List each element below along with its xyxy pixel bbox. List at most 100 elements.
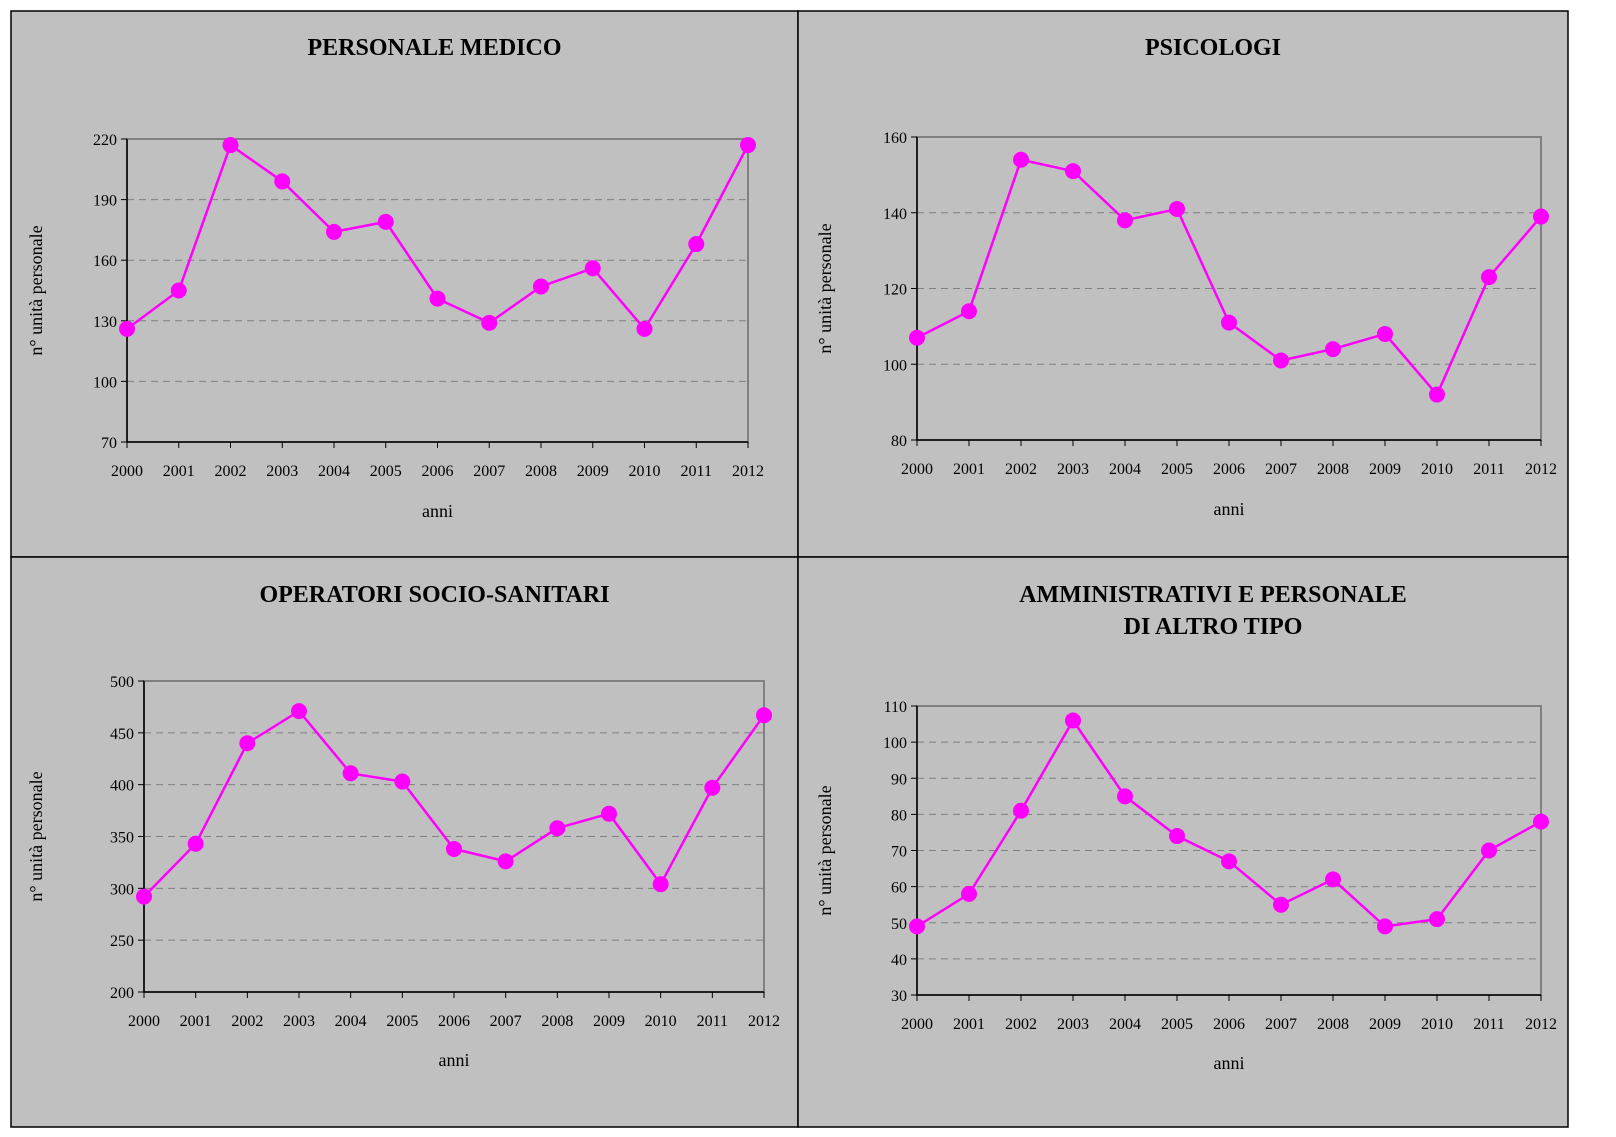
x-tick-label: 2002	[215, 463, 247, 480]
chart-4: AMMINISTRATIVI E PERSONALE DI ALTRO TIPO 3…	[815, 582, 1557, 1073]
y-tick-label: 250	[110, 933, 134, 950]
data-point	[909, 329, 925, 346]
y-tick-label: 160	[93, 253, 117, 270]
data-point	[1429, 911, 1445, 928]
y-tick-label: 130	[93, 314, 117, 331]
chart-title: PERSONALE MEDICO	[307, 35, 561, 61]
x-tick-label: 2009	[577, 463, 609, 480]
y-tick-label: 90	[891, 771, 907, 788]
chart-1: PERSONALE MEDICO 70 100 130 160 190 220 2000 200…	[26, 35, 764, 521]
x-tick-label: 2004	[335, 1013, 367, 1030]
x-tick-label: 2010	[1421, 1016, 1453, 1033]
x-tick-label: 2005	[386, 1013, 418, 1030]
x-tick-label: 2003	[283, 1013, 315, 1030]
x-tick-label: 2002	[1005, 461, 1037, 478]
data-point	[549, 820, 566, 837]
y-tick-label: 300	[110, 881, 134, 898]
data-point	[1117, 788, 1133, 805]
x-tick-label: 2012	[1525, 1016, 1557, 1033]
data-point	[1013, 802, 1029, 819]
data-point	[119, 320, 135, 337]
data-point	[533, 278, 549, 295]
x-tick-label: 2001	[953, 461, 985, 478]
data-point	[756, 707, 772, 724]
data-point	[429, 290, 446, 307]
x-tick-label: 2012	[1525, 461, 1557, 478]
x-tick-label: 2003	[1057, 1016, 1089, 1033]
plot-area	[126, 138, 749, 443]
data-point	[1221, 853, 1237, 870]
x-tick-label: 2005	[1161, 1016, 1193, 1033]
data-point	[1273, 896, 1289, 913]
data-point	[636, 320, 653, 337]
y-tick-label: 500	[110, 674, 134, 691]
chart-2: PSICOLOGI 80 100 120 140 160 2000 2001 2002 2003 2…	[815, 35, 1557, 519]
x-axis-label: anni	[1214, 1053, 1245, 1073]
x-tick-label: 2000	[901, 1016, 933, 1033]
x-tick-label: 2001	[163, 463, 195, 480]
data-point	[688, 236, 705, 253]
x-tick-label: 2007	[1265, 1016, 1297, 1033]
chart-3: OPERATORI SOCIO-SANITARI 200 250 300 350 400 4…	[26, 582, 780, 1070]
y-tick-label: 60	[891, 880, 907, 897]
y-axis-label: n° unità personale	[815, 223, 835, 353]
x-tick-label: 2003	[266, 463, 298, 480]
x-tick-label: 2007	[1265, 461, 1297, 478]
x-tick-label: 2005	[370, 463, 402, 480]
x-tick-label: 2007	[490, 1013, 522, 1030]
x-tick-label: 2009	[1369, 1016, 1401, 1033]
data-point	[377, 213, 394, 230]
y-tick-label: 220	[93, 132, 117, 149]
x-tick-label: 2008	[1317, 1016, 1349, 1033]
x-tick-label: 2006	[1213, 1016, 1245, 1033]
data-point	[326, 223, 342, 240]
y-tick-label: 70	[891, 844, 907, 861]
x-tick-label: 2006	[422, 463, 454, 480]
y-axis-label: n° unità personale	[815, 785, 835, 915]
data-point	[222, 137, 239, 154]
x-axis-label: anni	[439, 1050, 470, 1070]
x-tick-label: 2005	[1161, 461, 1193, 478]
data-point	[136, 888, 152, 905]
data-point	[1169, 828, 1185, 845]
x-tick-label: 2008	[1317, 461, 1349, 478]
data-point	[446, 840, 462, 857]
y-axis-label: n° unità personale	[26, 225, 46, 355]
data-point	[1169, 200, 1185, 217]
data-point	[187, 835, 204, 852]
x-tick-label: 2011	[697, 1013, 728, 1030]
x-axis-label: anni	[422, 501, 453, 521]
plot-area	[143, 680, 765, 993]
data-point	[961, 303, 977, 320]
x-tick-label: 2009	[1369, 461, 1401, 478]
data-point	[481, 314, 498, 331]
y-tick-label: 100	[93, 374, 117, 391]
x-tick-label: 2012	[732, 463, 764, 480]
data-point	[1533, 208, 1549, 225]
data-point	[394, 773, 411, 790]
data-point	[274, 173, 291, 190]
data-point	[1273, 352, 1289, 369]
chart-title: DI ALTRO TIPO	[1124, 614, 1303, 640]
y-tick-label: 200	[110, 985, 134, 1002]
data-point	[1117, 212, 1133, 229]
y-tick-label: 400	[110, 778, 134, 795]
x-tick-label: 2006	[438, 1013, 470, 1030]
x-tick-label: 2001	[953, 1016, 985, 1033]
data-point	[652, 876, 669, 893]
x-tick-label: 2010	[629, 463, 661, 480]
x-tick-label: 2004	[318, 463, 350, 480]
data-point	[291, 703, 307, 720]
y-tick-label: 120	[883, 282, 907, 299]
x-tick-label: 2011	[681, 463, 712, 480]
y-tick-label: 100	[883, 357, 907, 374]
data-point	[740, 137, 756, 154]
x-tick-label: 2004	[1109, 1016, 1141, 1033]
data-point	[1221, 314, 1237, 331]
x-tick-label: 2012	[748, 1013, 780, 1030]
y-tick-label: 350	[110, 830, 134, 847]
y-tick-label: 100	[883, 735, 907, 752]
x-tick-label: 2009	[593, 1013, 625, 1030]
data-point	[1325, 341, 1341, 358]
